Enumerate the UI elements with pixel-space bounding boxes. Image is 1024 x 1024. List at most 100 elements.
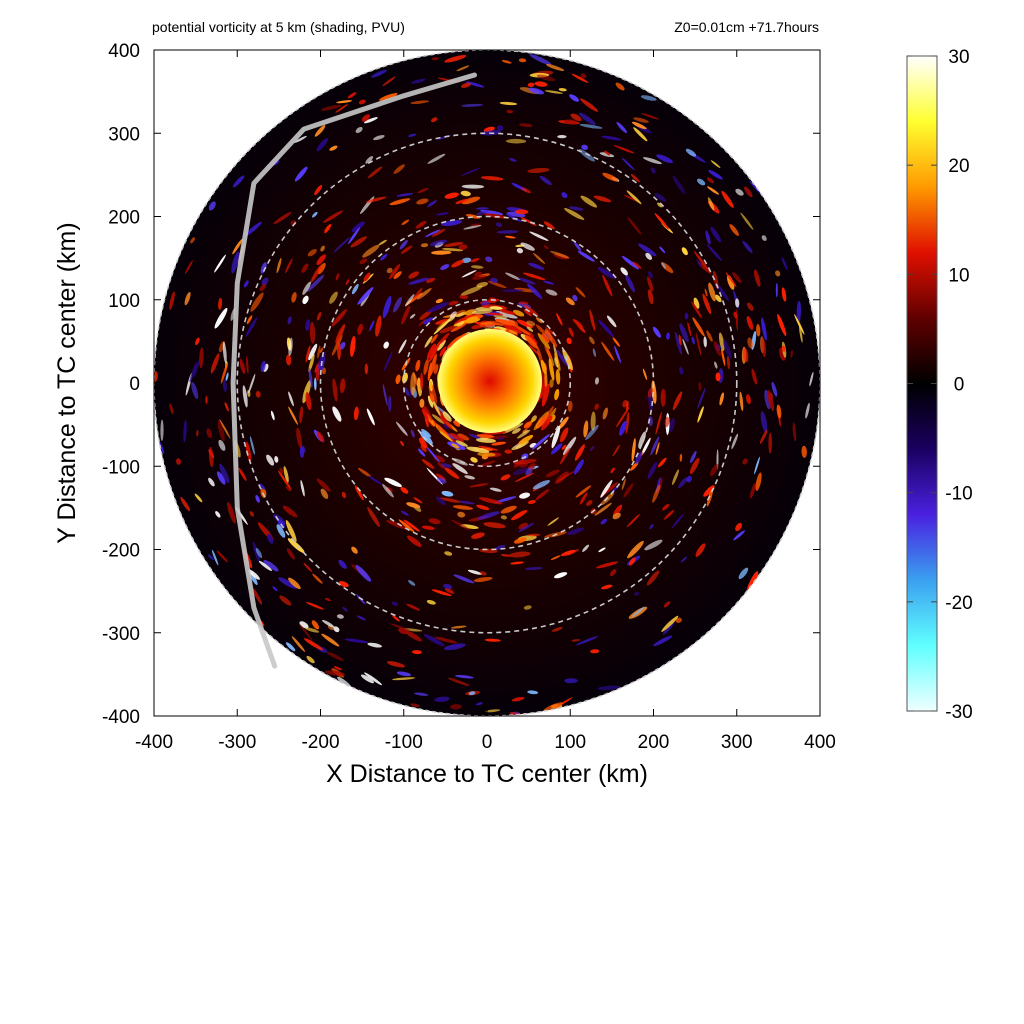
pv-positive-streak [357,467,372,478]
pv-positive-streak [270,410,275,421]
pv-positive-streak [476,504,490,511]
pv-positive-streak [448,300,459,306]
pv-negative-streak [764,389,771,410]
pv-positive-streak [545,289,558,296]
pv-positive-streak [431,57,439,61]
pv-negative-streak [318,351,326,365]
pv-negative-streak [408,277,430,285]
pv-eyewall-streak [456,311,467,318]
pv-eyewall-streak [502,423,524,434]
pv-positive-streak [510,561,524,565]
pv-positive-streak [398,339,407,354]
pv-negative-streak [440,264,450,271]
pv-negative-streak [419,431,433,445]
pv-positive-streak [420,444,427,452]
pv-negative-streak [382,295,392,319]
pv-negative-streak [509,157,517,162]
pv-negative-streak [410,429,415,438]
pv-eyewall-streak [535,324,547,336]
pv-eyewall-streak [439,415,453,430]
pv-eyewall-streak [491,441,507,446]
pv-eyewall-streak [435,422,450,437]
pv-positive-streak [725,272,737,287]
pv-negative-streak [495,222,503,228]
pv-negative-streak [357,287,374,305]
pv-eyewall-streak [423,405,433,421]
pv-positive-streak [727,275,735,290]
pv-negative-streak [443,583,453,590]
pv-positive-streak [329,145,338,151]
pv-negative-streak [527,690,539,695]
pv-negative-streak [232,175,245,188]
pv-positive-streak [479,571,487,576]
pv-positive-streak [523,605,532,610]
pv-negative-streak [568,206,584,211]
pv-negative-streak [620,267,628,276]
pv-positive-streak [529,231,549,241]
pv-positive-streak [632,261,642,269]
pv-positive-streak [657,202,663,208]
pv-positive-streak [321,633,340,647]
pv-positive-streak [311,620,320,630]
pv-positive-streak [288,337,293,356]
pv-positive-streak [430,117,438,123]
pv-positive-streak [457,511,466,518]
pv-positive-streak [500,474,511,481]
pv-positive-streak [707,197,715,211]
pv-negative-streak [494,544,506,551]
pv-negative-streak [285,642,296,652]
pv-positive-streak [439,497,461,503]
pv-positive-streak [781,345,786,352]
pv-positive-streak [631,121,647,130]
pv-positive-streak [461,196,481,205]
pv-negative-streak [585,424,599,440]
pv-eyewall-streak [541,333,550,343]
pv-negative-streak [333,626,340,633]
pv-positive-streak [627,217,642,235]
pv-positive-streak [451,519,470,530]
pv-positive-streak [273,211,292,225]
pv-positive-streak [208,446,214,468]
pv-negative-streak [551,425,561,449]
pv-positive-streak [401,305,411,325]
pv-positive-streak [755,472,762,491]
pv-positive-streak [279,467,284,474]
pv-negative-streak [313,377,317,391]
pv-negative-streak [572,294,578,302]
pv-positive-streak [303,638,324,651]
pv-eyewall-streak [537,413,548,427]
pv-negative-streak [208,201,216,211]
pv-negative-streak [679,366,684,375]
pv-positive-streak [495,311,518,319]
pv-eyewall-streak [436,320,448,330]
y-tick-label: 0 [129,374,140,395]
pv-positive-streak [604,150,611,156]
pv-eyewall-streak [429,353,437,377]
pv-negative-streak [781,257,788,270]
pv-positive-streak [350,236,367,248]
pv-eyewall-streak [456,333,467,341]
pv-positive-streak [378,239,387,246]
pv-eyewall-streak [548,358,555,381]
pv-positive-streak [199,347,204,369]
pv-positive-streak [444,588,455,594]
pv-positive-streak [570,113,582,122]
pv-positive-streak [410,372,416,396]
pv-positive-streak [484,638,501,642]
pv-eyewall-streak [516,429,531,439]
pv-negative-streak [373,135,385,141]
pv-negative-streak [249,436,255,455]
pv-positive-streak [315,367,320,381]
pv-positive-streak [546,63,565,72]
pv-negative-streak [404,387,410,396]
pv-positive-streak [602,274,613,297]
chart-subtitle: Z0=0.01cm +71.7hours [674,19,819,35]
pv-eyewall-streak [540,359,547,375]
pv-negative-streak [564,678,578,684]
pv-positive-streak [305,392,312,411]
pv-positive-streak [341,491,347,499]
pv-positive-streak [601,584,613,590]
pv-eyewall-streak [486,312,504,316]
pv-positive-streak [219,419,231,439]
pv-negative-streak [183,419,187,443]
